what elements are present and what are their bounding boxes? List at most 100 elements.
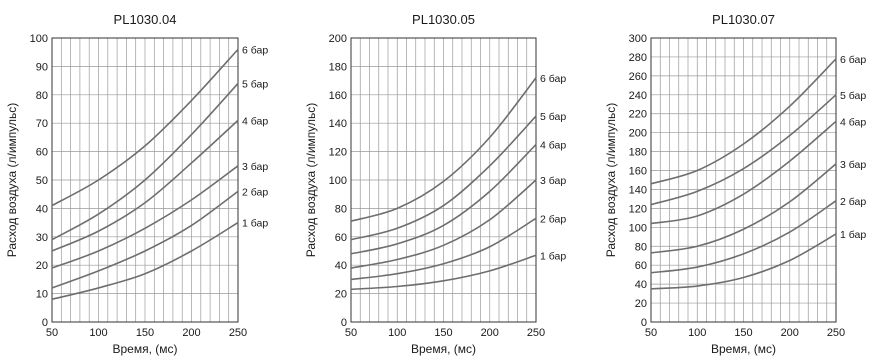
y-tick-label: 120 bbox=[329, 147, 347, 159]
x-tick-label: 250 bbox=[229, 327, 247, 339]
y-axis-label: Расход воздуха (л/импульс) bbox=[604, 103, 618, 258]
y-tick-label: 140 bbox=[629, 184, 647, 196]
series-label: 1 бар bbox=[540, 250, 566, 262]
y-tick-label: 280 bbox=[629, 52, 647, 64]
y-tick-label: 180 bbox=[329, 61, 347, 73]
chart-grid bbox=[351, 38, 536, 322]
y-tick-label: 0 bbox=[341, 317, 347, 329]
series-label: 5 бар bbox=[840, 90, 866, 102]
series-line bbox=[650, 163, 837, 254]
x-axis-label: Время, (мс) bbox=[411, 342, 476, 356]
y-tick-label: 240 bbox=[629, 90, 647, 102]
y-tick-label: 180 bbox=[629, 147, 647, 159]
x-tick-label: 200 bbox=[182, 327, 200, 339]
series-line bbox=[650, 120, 837, 225]
x-tick-label: 50 bbox=[46, 327, 58, 339]
series-label: 3 бар bbox=[840, 159, 866, 171]
series-label: 1 бар bbox=[242, 218, 268, 230]
y-tick-label: 140 bbox=[329, 118, 347, 130]
series-label: 3 бар bbox=[242, 161, 268, 173]
chart-title: PL1030.04 bbox=[114, 12, 177, 27]
y-tick-label: 200 bbox=[629, 128, 647, 140]
x-tick-label: 250 bbox=[527, 327, 545, 339]
chart-title: PL1030.07 bbox=[712, 12, 775, 27]
y-tick-label: 20 bbox=[635, 298, 647, 310]
series-label: 3 бар bbox=[540, 175, 566, 187]
series-label: 2 бар bbox=[840, 196, 866, 208]
y-tick-label: 0 bbox=[42, 317, 48, 329]
chart-3: PL1030.07 0 20 40 60 80 100 120 140 160 180 200 220 2… bbox=[604, 12, 866, 356]
series-line bbox=[51, 119, 239, 252]
y-tick-label: 100 bbox=[629, 222, 647, 234]
y-tick-label: 40 bbox=[36, 203, 48, 215]
y-tick-label: 40 bbox=[335, 260, 347, 272]
x-tick-label: 200 bbox=[481, 327, 499, 339]
chart-2: PL1030.05 0 20 40 60 80 100 120 140 160 180 200 50 10… bbox=[304, 12, 566, 356]
x-tick-label: 50 bbox=[645, 327, 657, 339]
plot-frame bbox=[51, 37, 239, 323]
series-label: 4 бар bbox=[242, 115, 268, 127]
y-axis-label: Расход воздуха (л/импульс) bbox=[5, 103, 19, 258]
chart-title: PL1030.05 bbox=[412, 12, 475, 27]
series-line bbox=[350, 77, 537, 222]
x-axis-label: Время, (мс) bbox=[711, 342, 776, 356]
series-line bbox=[350, 254, 537, 291]
y-tick-label: 100 bbox=[30, 33, 48, 45]
y-tick-label: 260 bbox=[629, 71, 647, 83]
x-tick-label: 100 bbox=[89, 327, 107, 339]
y-tick-label: 30 bbox=[36, 232, 48, 244]
x-tick-label: 50 bbox=[345, 327, 357, 339]
series-line bbox=[650, 200, 837, 274]
y-tick-label: 220 bbox=[629, 109, 647, 121]
y-tick-label: 200 bbox=[329, 33, 347, 45]
plot-frame bbox=[650, 37, 837, 323]
series-label: 1 бар bbox=[840, 229, 866, 241]
series-line bbox=[650, 94, 837, 206]
y-tick-label: 100 bbox=[329, 175, 347, 187]
series-label: 2 бар bbox=[242, 186, 268, 198]
y-tick-label: 80 bbox=[635, 241, 647, 253]
series-line bbox=[51, 165, 239, 269]
chart-grid bbox=[651, 38, 836, 322]
x-tick-label: 150 bbox=[136, 327, 154, 339]
series-label: 4 бар bbox=[540, 140, 566, 152]
y-tick-label: 0 bbox=[641, 317, 647, 329]
series-label: 6 бар bbox=[540, 73, 566, 85]
y-tick-label: 160 bbox=[329, 90, 347, 102]
y-tick-label: 20 bbox=[335, 289, 347, 301]
x-tick-label: 250 bbox=[827, 327, 845, 339]
x-tick-label: 200 bbox=[781, 327, 799, 339]
y-tick-label: 80 bbox=[335, 203, 347, 215]
y-tick-label: 20 bbox=[36, 260, 48, 272]
x-tick-label: 100 bbox=[688, 327, 706, 339]
y-tick-label: 60 bbox=[635, 260, 647, 272]
series-label: 5 бар bbox=[242, 78, 268, 90]
series-line bbox=[350, 115, 537, 241]
series-label: 2 бар bbox=[540, 213, 566, 225]
series-label: 4 бар bbox=[840, 116, 866, 128]
y-tick-label: 10 bbox=[36, 289, 48, 301]
series-label: 5 бар bbox=[540, 111, 566, 123]
chart-1: PL1030.04 0 10 20 30 40 50 60 70 80 90 100 50 100 150 2… bbox=[5, 12, 268, 356]
y-tick-label: 70 bbox=[36, 118, 48, 130]
series-line bbox=[650, 233, 837, 290]
x-tick-label: 100 bbox=[388, 327, 406, 339]
series-line bbox=[51, 221, 239, 301]
y-tick-label: 60 bbox=[36, 147, 48, 159]
y-axis-label: Расход воздуха (л/импульс) bbox=[304, 103, 318, 258]
series-label: 6 бар bbox=[840, 54, 866, 66]
series-line bbox=[350, 179, 537, 269]
y-tick-label: 80 bbox=[36, 90, 48, 102]
y-tick-label: 50 bbox=[36, 175, 48, 187]
y-tick-label: 120 bbox=[629, 203, 647, 215]
x-tick-label: 150 bbox=[434, 327, 452, 339]
series-line bbox=[650, 58, 837, 185]
series-line bbox=[350, 143, 537, 255]
series-line bbox=[51, 82, 239, 241]
series-line bbox=[51, 48, 239, 207]
series-label: 6 бар bbox=[242, 44, 268, 56]
series-line bbox=[350, 217, 537, 281]
y-tick-label: 40 bbox=[635, 279, 647, 291]
x-axis-label: Время, (мс) bbox=[112, 342, 177, 356]
